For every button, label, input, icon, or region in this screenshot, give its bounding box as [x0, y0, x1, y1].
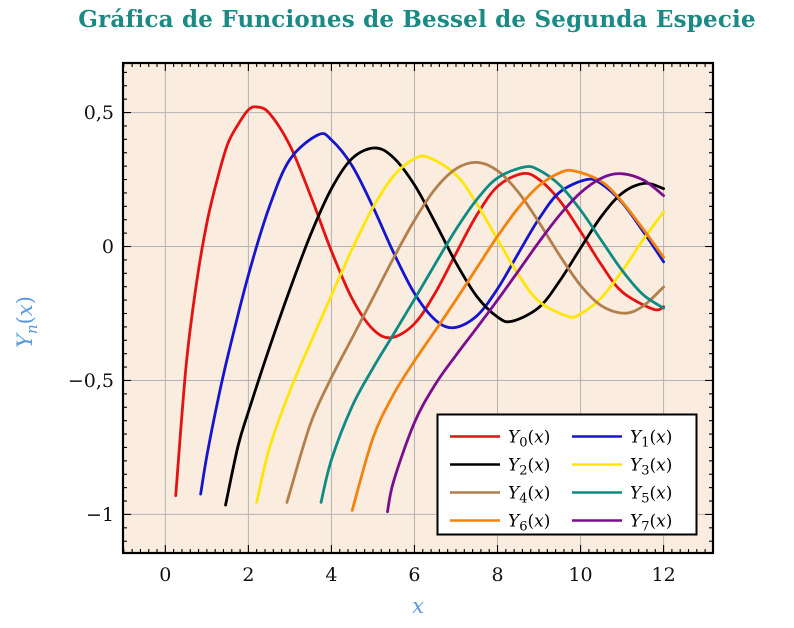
- x-tick-label-6: 6: [408, 564, 420, 586]
- x-tick-label-10: 10: [568, 564, 592, 586]
- legend-item-Y3: Y3(x): [572, 456, 672, 479]
- legend-item-Y7: Y7(x): [572, 512, 672, 535]
- legend-label-Y6: Y6(x): [508, 512, 550, 535]
- legend-item-Y4: Y4(x): [450, 484, 550, 507]
- y-tick-label-0: 0: [102, 236, 114, 258]
- y-tick-label-−0,5: −0,5: [68, 370, 114, 392]
- y-axis-label-close: ): [12, 296, 37, 305]
- legend-label-Y5: Y5(x): [630, 484, 672, 507]
- axis-ticks: [123, 63, 713, 553]
- legend-item-Y0: Y0(x): [450, 428, 550, 451]
- legend-label-Y3: Y3(x): [630, 456, 672, 479]
- legend-label-Y2: Y2(x): [508, 456, 550, 479]
- x-tick-label-12: 12: [651, 564, 675, 586]
- tick-labels: 0 2 4 6 8 10 12 0,5 0 −0,5 −1: [68, 102, 676, 586]
- series-line-Y4: [285, 160, 665, 504]
- legend-item-Y2: Y2(x): [450, 456, 550, 479]
- x-tick-label-4: 4: [325, 564, 337, 586]
- y-axis-label-open: (: [12, 316, 37, 325]
- x-tick-label-0: 0: [159, 564, 171, 586]
- series-line-Y2: [224, 146, 665, 507]
- legend-item-Y1: Y1(x): [572, 428, 672, 451]
- x-tick-label-2: 2: [242, 564, 254, 586]
- series-line-Y6: [350, 168, 665, 512]
- legend-box: [436, 413, 698, 536]
- legend-label-Y0: Y0(x): [508, 428, 550, 451]
- y-tick-label-−1: −1: [86, 504, 114, 526]
- series-line-Y1: [199, 132, 665, 496]
- series-curves: [174, 105, 665, 514]
- legend-item-Y6: Y6(x): [450, 512, 550, 535]
- x-axis-label: x: [412, 594, 424, 618]
- legend-item-Y5: Y5(x): [572, 484, 672, 507]
- series-line-Y7: [386, 172, 665, 514]
- series-line-Y5: [319, 165, 665, 504]
- y-tick-label-0,5: 0,5: [84, 102, 114, 124]
- legend-label-Y7: Y7(x): [630, 512, 672, 535]
- plot-frame: [121, 61, 715, 555]
- legend-label-Y1: Y1(x): [630, 428, 672, 451]
- legend: Y0(x) Y1(x) Y2(x) Y3(x) Y4(x) Y5(x) Y6(x) Y7(x): [436, 413, 698, 536]
- y-axis-label-sub: n: [23, 324, 42, 335]
- x-tick-label-8: 8: [491, 564, 503, 586]
- series-line-Y3: [255, 154, 665, 504]
- y-axis-label-base: Y: [12, 334, 37, 348]
- series-line-Y0: [174, 105, 665, 498]
- y-axis-label: Yn(x): [13, 296, 41, 348]
- y-axis-label-var: x: [12, 304, 37, 317]
- chart-title: Gráfica de Funciones de Bessel de Segund…: [78, 6, 756, 33]
- legend-label-Y4: Y4(x): [508, 484, 550, 507]
